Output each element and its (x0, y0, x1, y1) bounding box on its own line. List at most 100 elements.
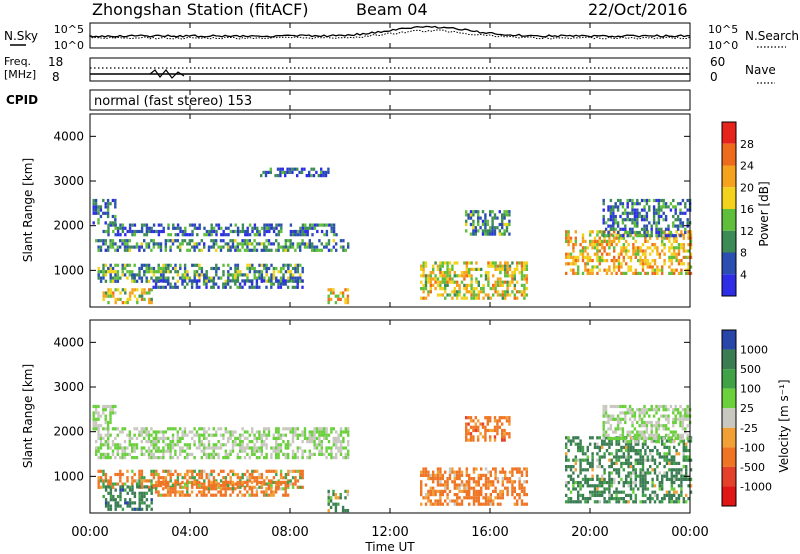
range-gate-cell (660, 227, 663, 231)
range-gate-cell (676, 436, 680, 441)
range-gate-cell (569, 252, 573, 256)
range-gate-cell (641, 259, 645, 263)
range-gate-cell (152, 485, 156, 489)
range-gate-cell (629, 268, 633, 272)
range-gate-cell (171, 484, 175, 488)
range-gate-cell (106, 198, 110, 203)
range-gate-cell (446, 477, 449, 481)
range-gate-cell (203, 482, 206, 486)
range-gate-cell (460, 480, 464, 484)
range-gate-cell (97, 427, 100, 431)
range-gate-cell (469, 419, 473, 423)
range-gate-cell (207, 476, 211, 480)
range-gate-cell (133, 449, 136, 453)
y-tick-label: 3000 (53, 380, 84, 394)
range-gate-cell (262, 490, 266, 494)
range-gate-cell (661, 484, 664, 488)
range-gate-cell (682, 458, 685, 462)
range-gate-cell (191, 245, 194, 249)
range-gate-cell (246, 476, 249, 480)
range-gate-cell (236, 248, 239, 252)
range-gate-cell (603, 487, 606, 491)
range-gate-cell (277, 427, 280, 431)
range-gate-cell (644, 262, 647, 266)
range-gate-cell (506, 271, 509, 275)
range-gate-cell (166, 487, 170, 491)
range-gate-cell (607, 230, 610, 235)
range-gate-cell (212, 476, 216, 480)
range-gate-cell (109, 266, 112, 271)
range-gate-cell (451, 470, 454, 474)
range-gate-cell (116, 226, 120, 230)
range-gate-cell (472, 428, 475, 433)
range-gate-cell (567, 243, 570, 247)
range-gate-cell (439, 470, 442, 474)
range-gate-cell (157, 476, 160, 480)
range-gate-cell (624, 411, 627, 415)
range-gate-cell (304, 233, 307, 237)
range-gate-cell (253, 452, 256, 456)
range-gate-cell (284, 487, 287, 491)
range-gate-cell (116, 276, 120, 280)
range-gate-cell (183, 263, 187, 267)
range-gate-cell (617, 471, 621, 475)
range-gate-cell (179, 449, 182, 453)
range-gate-cell (574, 255, 577, 259)
range-gate-cell (634, 497, 637, 501)
range-gate-cell (686, 424, 689, 428)
range-gate-cell (176, 223, 180, 227)
range-gate-cell (609, 218, 613, 222)
range-gate-cell (641, 458, 645, 462)
range-gate-cell (193, 279, 196, 283)
range-gate-cell (296, 242, 299, 246)
range-gate-cell (289, 443, 292, 447)
range-gate-cell (610, 259, 613, 263)
range-gate-cell (92, 221, 95, 225)
range-gate-cell (670, 268, 673, 272)
range-gate-cell (629, 474, 633, 478)
range-gate-cell (420, 486, 423, 490)
range-gate-cell (649, 500, 652, 504)
range-gate-cell (145, 491, 149, 495)
range-gate-cell (620, 262, 623, 266)
range-gate-cell (427, 277, 430, 281)
range-gate-cell (474, 416, 477, 420)
range-gate-cell (246, 436, 249, 440)
range-gate-cell (193, 242, 196, 246)
range-gate-cell (188, 276, 192, 280)
range-gate-cell (607, 417, 610, 421)
range-gate-cell (327, 499, 330, 503)
range-gate-cell (195, 480, 199, 484)
range-gate-cell (270, 487, 273, 491)
range-gate-cell (674, 211, 677, 215)
range-gate-cell (518, 483, 521, 487)
range-gate-cell (505, 229, 509, 233)
range-gate-cell (200, 456, 203, 460)
range-gate-cell (313, 436, 316, 440)
range-gate-cell (174, 285, 177, 289)
range-gate-cell (325, 430, 328, 434)
range-gate-cell (145, 291, 149, 295)
range-gate-cell (484, 293, 488, 297)
range-gate-cell (166, 490, 170, 494)
range-gate-cell (282, 476, 285, 480)
range-gate-cell (299, 242, 302, 246)
range-gate-cell (280, 226, 283, 230)
range-gate-cell (643, 424, 646, 428)
range-gate-cell (474, 210, 477, 214)
range-gate-cell (219, 239, 223, 243)
range-gate-cell (169, 282, 172, 286)
range-gate-cell (657, 198, 661, 203)
range-gate-cell (484, 219, 487, 223)
range-gate-cell (222, 487, 225, 491)
range-gate-cell (621, 430, 625, 434)
range-gate-cell (339, 449, 343, 453)
range-gate-cell (604, 408, 608, 412)
range-gate-cell (107, 223, 110, 227)
range-gate-cell (294, 452, 297, 456)
range-gate-cell (102, 242, 105, 246)
range-gate-cell (238, 285, 242, 289)
range-gate-cell (147, 245, 151, 249)
range-gate-cell (219, 484, 223, 488)
range-gate-cell (282, 266, 285, 271)
